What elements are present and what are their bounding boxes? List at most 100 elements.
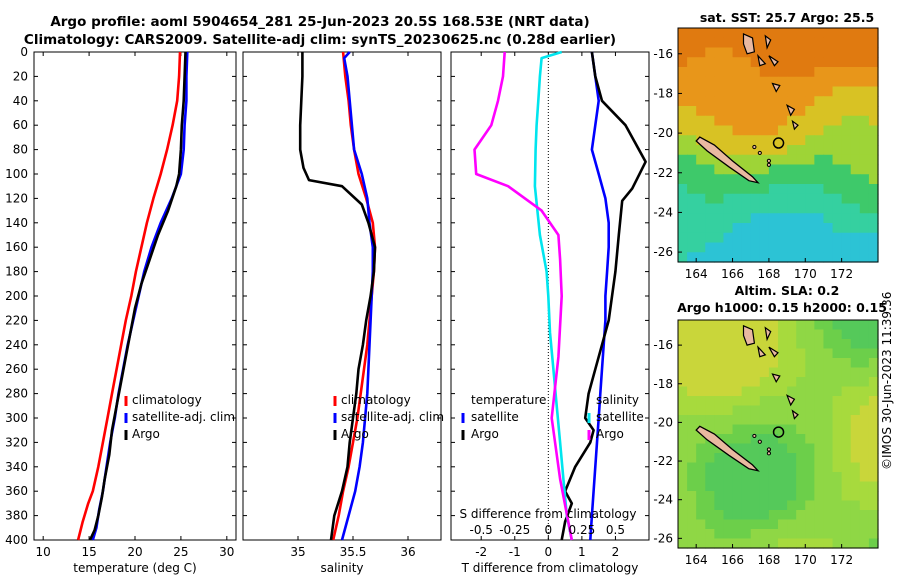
x-tick-label: 0 [545,545,553,559]
map-cell [814,434,825,445]
x-tick-label: 15 [81,545,96,559]
map-cell [750,481,761,492]
map-cell [805,252,815,263]
map-cell [841,500,852,511]
map-cell [741,125,752,136]
map-cell [741,193,752,205]
map-cell [841,37,852,49]
map-cell [859,96,870,107]
map-cell [850,203,861,214]
map-cell [768,339,779,350]
map-cell [687,358,697,369]
map-cell [823,193,834,205]
map-cell [687,115,697,127]
map-cell [850,538,861,549]
map-cell [750,203,761,214]
series-argo [298,52,377,541]
map-cell [787,154,797,166]
map-cell [714,538,725,549]
map-cell [832,57,843,68]
map-cell [705,232,715,244]
map-cell [768,184,779,195]
y-tick-label: 220 [5,313,28,327]
map-cell [850,320,861,331]
map-cell [832,529,843,540]
map-cell [678,154,688,166]
map-cell [732,223,743,234]
map-cell [687,386,697,397]
map-cell [687,37,697,49]
map-cell [823,462,834,473]
map-cell [787,339,797,350]
map-cell [678,223,688,234]
map-cell [796,519,806,530]
map-cell [796,500,806,511]
map-cell [805,529,815,540]
map-cell [723,358,734,369]
map-cell [687,174,697,185]
map-cell [741,491,752,502]
map-cell [787,47,797,58]
map-cell [859,28,870,39]
map-cell [850,481,861,492]
map-cell [841,472,852,483]
map-cell [759,86,770,97]
map-cell [859,242,870,253]
map-cell [750,135,761,146]
map-cell [841,232,852,244]
map-cell [778,453,788,464]
map-cell [841,164,852,175]
map-cell [814,164,825,175]
map-cell [723,125,734,136]
map-cell [678,76,688,88]
map-cell [741,453,752,464]
map-cell [723,193,734,205]
map-cell [814,242,825,253]
map-cell [696,96,706,107]
map-cell [850,174,861,185]
map-cell [705,174,715,185]
map-cell [859,174,870,185]
map-cell [759,184,770,195]
map-cell [823,358,834,369]
map-cell [832,481,843,492]
map-cell [678,242,688,253]
map-cell [705,96,715,107]
map-cell [759,252,770,263]
map-cell [678,106,688,117]
map-cell [859,106,870,117]
map-cell [832,415,843,426]
map-cell [705,57,715,68]
map-cell [678,529,688,540]
map-cell [787,213,797,224]
map-cell [787,135,797,146]
map-cell [768,223,779,234]
legend-entry: satellite [596,410,644,424]
map-cell [741,252,752,263]
map-cell [696,252,706,263]
map-cell [850,232,861,244]
x-tick-label: 35 [290,545,305,559]
map-cell [859,386,870,397]
map-cell [750,37,761,49]
map-cell [868,386,879,397]
map-cell [805,213,815,224]
x-tick-label: 20 [127,545,142,559]
map-cell [714,174,725,185]
map-cell [796,481,806,492]
map-cell [796,510,806,521]
map-cell [841,76,852,88]
map-cell [750,164,761,175]
map-cell [868,47,879,58]
map-cell [832,28,843,39]
map-cell [705,386,715,397]
map-cell [805,47,815,58]
map-cell [714,106,725,117]
map-cell [714,164,725,175]
map-cell [678,86,688,97]
map-cell [850,164,861,175]
map-cell [868,28,879,39]
map-cell [796,348,806,359]
map-cell [868,358,879,369]
map-cell [814,510,825,521]
